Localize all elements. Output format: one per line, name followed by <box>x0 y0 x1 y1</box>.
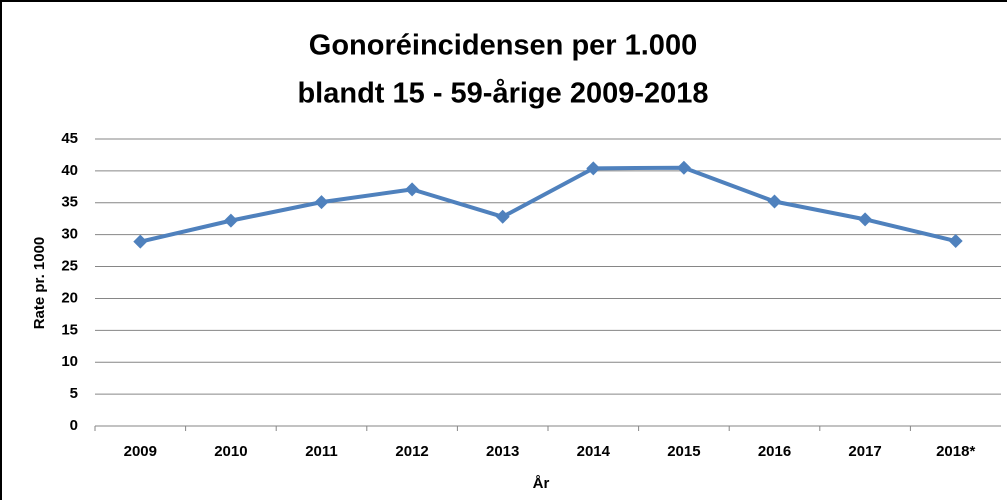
y-tick-label: 30 <box>61 226 78 243</box>
x-tick-label: 2012 <box>395 443 428 460</box>
marker <box>495 209 510 224</box>
marker <box>405 182 420 197</box>
chart-title: Gonoréincidensen per 1.000 <box>309 30 697 62</box>
x-tick-label: 2011 <box>305 443 338 460</box>
marker <box>676 160 691 175</box>
marker <box>858 212 873 227</box>
y-tick-label: 0 <box>70 417 78 434</box>
y-tick-label: 5 <box>70 385 78 402</box>
x-tick-label: 2015 <box>667 443 700 460</box>
x-axis-label: År <box>533 475 550 492</box>
x-tick-label: 2017 <box>848 443 881 460</box>
marker <box>767 194 782 209</box>
y-tick-label: 25 <box>61 258 78 275</box>
y-axis-label: Rate pr. 1000 <box>31 237 48 330</box>
marker <box>586 161 601 176</box>
y-tick-label: 15 <box>61 321 78 338</box>
x-tick-label: 2014 <box>577 443 611 460</box>
x-tick-label: 2018* <box>936 443 975 460</box>
series-line <box>139 165 957 244</box>
x-tick-label: 2016 <box>758 443 791 460</box>
marker <box>948 234 963 249</box>
y-tick-label: 40 <box>61 162 78 179</box>
chart-title: blandt 15 - 59-årige 2009-2018 <box>297 78 708 110</box>
y-tick-label: 45 <box>61 130 78 147</box>
marker <box>223 213 238 228</box>
x-tick-label: 2010 <box>214 443 247 460</box>
x-tick-label: 2013 <box>486 443 519 460</box>
marker <box>133 234 148 249</box>
y-tick-label: 35 <box>61 194 78 211</box>
y-tick-label: 20 <box>61 289 78 306</box>
y-tick-label: 10 <box>61 353 78 370</box>
marker <box>314 195 329 210</box>
x-tick-label: 2009 <box>124 443 157 460</box>
